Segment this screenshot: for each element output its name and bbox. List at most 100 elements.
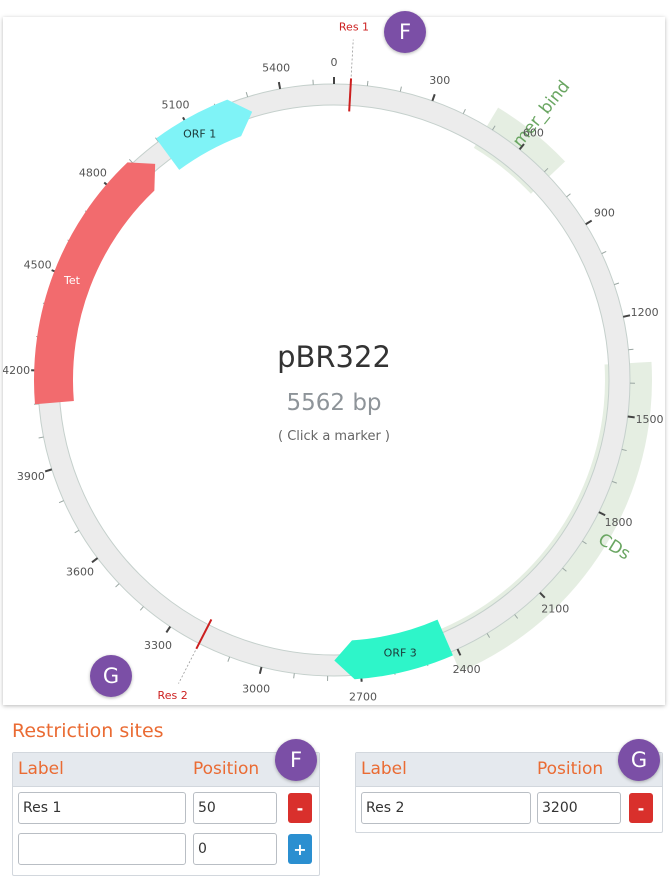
tick-label: 1800 bbox=[605, 516, 633, 529]
feature-label: ORF 3 bbox=[384, 647, 417, 660]
tick-label: 600 bbox=[523, 126, 544, 139]
minor-tick bbox=[399, 86, 402, 92]
minor-tick bbox=[628, 348, 634, 351]
tick-label: 3600 bbox=[66, 565, 94, 578]
minor-tick bbox=[611, 480, 617, 484]
tick-label: 900 bbox=[594, 207, 615, 220]
remove-site-button[interactable]: - bbox=[288, 793, 312, 823]
restriction-site-label: Res 2 bbox=[158, 689, 188, 702]
minor-tick bbox=[621, 448, 627, 452]
minor-tick bbox=[366, 80, 369, 86]
restriction-site-marker bbox=[195, 618, 213, 650]
major-tick bbox=[91, 557, 99, 564]
minor-tick bbox=[562, 567, 567, 572]
feature-arrow bbox=[33, 162, 156, 405]
minor-tick bbox=[514, 614, 519, 619]
tick-label: 3300 bbox=[144, 639, 172, 652]
minor-tick bbox=[38, 436, 44, 439]
minor-tick bbox=[128, 158, 134, 164]
marker-badge-f: F bbox=[384, 11, 426, 53]
label-column-header: Label bbox=[18, 759, 64, 779]
minor-tick bbox=[601, 251, 607, 255]
marker-badge-f-table: F bbox=[275, 739, 317, 781]
feature-arrow bbox=[334, 619, 453, 680]
restriction-site-leader bbox=[178, 650, 196, 684]
minor-tick bbox=[582, 540, 587, 545]
plasmid-map-panel: primer_bind CDs 0 300 600 900 1200 1500 1800 210… bbox=[3, 11, 665, 705]
major-tick bbox=[518, 143, 525, 151]
major-tick bbox=[277, 81, 282, 90]
minor-tick bbox=[58, 500, 64, 504]
position-column-header: Position bbox=[537, 759, 604, 779]
site-label-input[interactable] bbox=[361, 792, 531, 824]
feature-label: Tet bbox=[63, 274, 81, 287]
tick-label: 0 bbox=[331, 56, 338, 69]
restriction-site-marker bbox=[348, 78, 353, 112]
minor-tick bbox=[293, 673, 295, 679]
minor-tick bbox=[74, 529, 80, 534]
tick-label: 4800 bbox=[79, 167, 107, 180]
new-site-label-input[interactable] bbox=[18, 833, 186, 865]
minor-tick bbox=[492, 125, 496, 131]
plasmid-name: pBR322 bbox=[277, 340, 391, 374]
minor-tick bbox=[115, 583, 120, 588]
major-tick bbox=[258, 666, 263, 675]
site-position-input[interactable] bbox=[537, 792, 621, 824]
major-tick bbox=[622, 314, 631, 318]
site-layer: Res 1 Res 2 bbox=[158, 21, 370, 703]
table-row: - bbox=[13, 792, 319, 828]
site-label-input[interactable] bbox=[18, 792, 186, 824]
marker-badge-g-table: G bbox=[618, 739, 660, 781]
feature-layer: ORF 1 Tet ORF 3 bbox=[33, 99, 453, 680]
feature-band bbox=[441, 361, 652, 672]
minor-tick bbox=[227, 656, 231, 662]
major-tick bbox=[539, 591, 546, 599]
table-header: Label Position bbox=[356, 753, 662, 787]
restriction-table-g: Label Position - G bbox=[355, 739, 663, 833]
major-tick bbox=[627, 415, 635, 419]
tick-label: 1200 bbox=[631, 306, 659, 319]
marker-badge-g: G bbox=[90, 655, 132, 697]
major-tick bbox=[165, 626, 172, 633]
major-tick bbox=[44, 468, 53, 473]
table-row: - bbox=[356, 792, 662, 828]
feature-arrow bbox=[156, 99, 253, 170]
major-tick bbox=[585, 219, 593, 226]
major-tick bbox=[431, 93, 436, 102]
minor-tick bbox=[566, 193, 571, 198]
restriction-site-leader bbox=[350, 39, 354, 77]
restriction-sites-title: Restriction sites bbox=[12, 720, 164, 742]
minor-tick bbox=[486, 633, 491, 638]
tick-label: 5100 bbox=[161, 98, 189, 111]
restriction-table-f: Label Position - + F bbox=[12, 739, 320, 876]
table-row: + bbox=[13, 833, 319, 869]
tick-label: 1500 bbox=[636, 413, 664, 426]
tick-label: 2100 bbox=[541, 602, 569, 615]
tick-label: 4200 bbox=[3, 364, 30, 377]
label-column-header: Label bbox=[361, 759, 407, 779]
tick-label: 4500 bbox=[24, 259, 52, 272]
tick-label: 3900 bbox=[17, 470, 45, 483]
minor-tick bbox=[245, 91, 249, 98]
minor-tick bbox=[462, 108, 466, 114]
add-site-button[interactable]: + bbox=[288, 834, 312, 864]
tick-label: 300 bbox=[429, 74, 450, 87]
major-tick bbox=[456, 648, 462, 656]
feature-label: ORF 1 bbox=[183, 128, 216, 141]
minor-tick bbox=[544, 167, 549, 173]
tick-layer: 0 300 600 900 1200 1500 1800 2100 2400 2700 3000 33… bbox=[3, 56, 664, 704]
click-hint: ( Click a marker ) bbox=[278, 429, 390, 444]
table-header: Label Position bbox=[13, 753, 319, 787]
minor-tick bbox=[139, 606, 144, 611]
tick-label: 2400 bbox=[453, 663, 481, 676]
site-position-input[interactable] bbox=[193, 792, 277, 824]
position-column-header: Position bbox=[193, 759, 260, 779]
tick-label: 2700 bbox=[349, 691, 377, 704]
minor-tick bbox=[614, 282, 620, 286]
major-tick bbox=[598, 511, 606, 517]
tick-label: 3000 bbox=[242, 682, 270, 695]
restriction-site-label: Res 1 bbox=[339, 21, 369, 34]
remove-site-button[interactable]: - bbox=[629, 793, 653, 823]
new-site-position-input[interactable] bbox=[193, 833, 277, 865]
